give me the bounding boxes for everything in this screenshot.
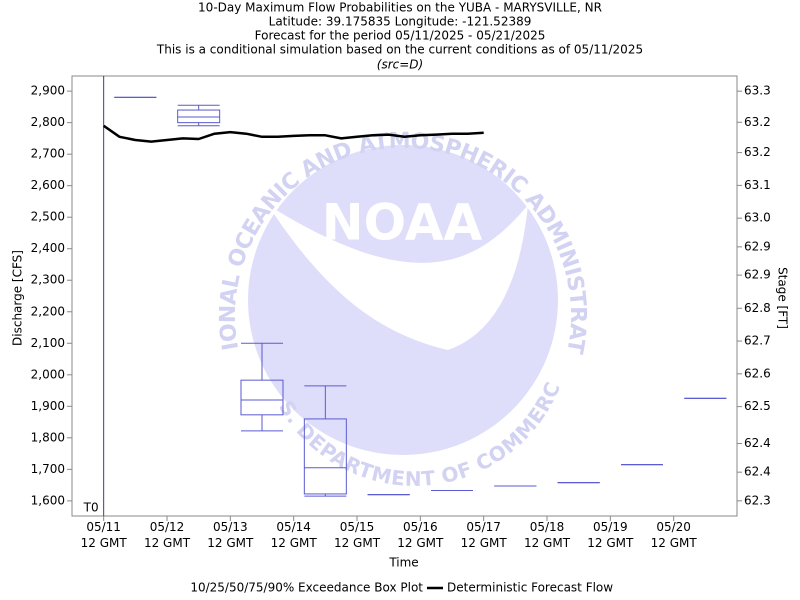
y2-tick-label: 62.9 bbox=[744, 268, 771, 282]
y-tick-label: 2,500 bbox=[31, 210, 65, 224]
y2-tick-label: 63.0 bbox=[744, 211, 771, 225]
x-tick-label: 05/11 12 GMT bbox=[80, 520, 127, 550]
watermark-logo: NOAA bbox=[322, 194, 483, 252]
x-tick-label: 05/16 12 GMT bbox=[397, 520, 444, 550]
y2-tick-label: 63.2 bbox=[744, 145, 771, 159]
y-tick-label: 1,800 bbox=[31, 430, 65, 444]
forecast-line bbox=[102, 124, 484, 143]
y-tick-label: 2,700 bbox=[31, 147, 65, 161]
box-body bbox=[177, 109, 221, 124]
y-tick-label: 2,100 bbox=[31, 336, 65, 350]
subtitle: This is a conditional simulation based o… bbox=[156, 43, 643, 57]
plot-frame bbox=[71, 75, 738, 517]
y-tick-label: 1,700 bbox=[31, 462, 65, 476]
y-tick-label: 2,300 bbox=[31, 273, 65, 287]
subtitle: Latitude: 39.175835 Longitude: -121.5238… bbox=[269, 15, 532, 29]
y-tick-label: 2,800 bbox=[31, 115, 65, 129]
watermark: NOAA NATIONAL OCEANIC AND ATMOSPHERIC AD… bbox=[0, 0, 590, 490]
x-tick-label: 05/19 12 GMT bbox=[587, 520, 634, 550]
y2-tick-label: 62.4 bbox=[744, 465, 771, 479]
y-tick-label: 1,600 bbox=[31, 493, 65, 507]
x-tick-label: 05/17 12 GMT bbox=[460, 520, 507, 550]
x-axis-label: Time bbox=[388, 556, 418, 570]
watermark-bird bbox=[268, 205, 528, 350]
y2-tick-label: 63.2 bbox=[744, 115, 771, 129]
y2-tick-label: 62.6 bbox=[744, 366, 771, 380]
y2-tick-label: 62.3 bbox=[744, 493, 771, 507]
y2-tick-label: 63.1 bbox=[744, 178, 771, 192]
x-tick-label: 05/20 12 GMT bbox=[650, 520, 697, 550]
y-tick-label: 1,900 bbox=[31, 399, 65, 413]
subtitle: (src=D) bbox=[377, 58, 423, 72]
box-body bbox=[303, 418, 347, 495]
x-tick-label: 05/12 12 GMT bbox=[143, 520, 191, 550]
y-tick-label: 2,600 bbox=[31, 178, 65, 192]
y2-tick-label: 62.5 bbox=[744, 399, 771, 413]
t0-label: T0 bbox=[83, 501, 99, 515]
x-tick-label: 05/18 12 GMT bbox=[523, 520, 571, 550]
y2-axis-label: Stage [FT] bbox=[776, 267, 790, 329]
y2-tick-label: 62.4 bbox=[744, 436, 771, 450]
x-tick-label: 05/13 12 GMT bbox=[207, 520, 254, 550]
y-tick-label: 2,400 bbox=[31, 241, 65, 255]
y-tick-label: 2,200 bbox=[31, 304, 65, 318]
y-tick-label: 2,900 bbox=[31, 84, 65, 98]
y2-tick-label: 62.9 bbox=[744, 239, 771, 253]
x-tick-label: 05/14 12 GMT bbox=[270, 520, 317, 550]
y2-tick-label: 62.7 bbox=[744, 334, 771, 348]
subtitle: Forecast for the period 05/11/2025 - 05/… bbox=[255, 29, 546, 43]
y-axis-label: Discharge [CFS] bbox=[11, 250, 25, 346]
y2-tick-label: 63.3 bbox=[744, 84, 771, 98]
y-tick-label: 2,000 bbox=[31, 367, 65, 381]
x-tick-label: 05/15 12 GMT bbox=[333, 520, 381, 550]
y2-tick-label: 62.8 bbox=[744, 301, 771, 315]
chart-title: 10-Day Maximum Flow Probabilities on the… bbox=[198, 1, 602, 15]
legend-label: 10/25/50/75/90% Exceedance Box Plot bbox=[190, 581, 423, 595]
box-body bbox=[240, 379, 284, 416]
legend-label: Deterministic Forecast Flow bbox=[447, 581, 613, 595]
